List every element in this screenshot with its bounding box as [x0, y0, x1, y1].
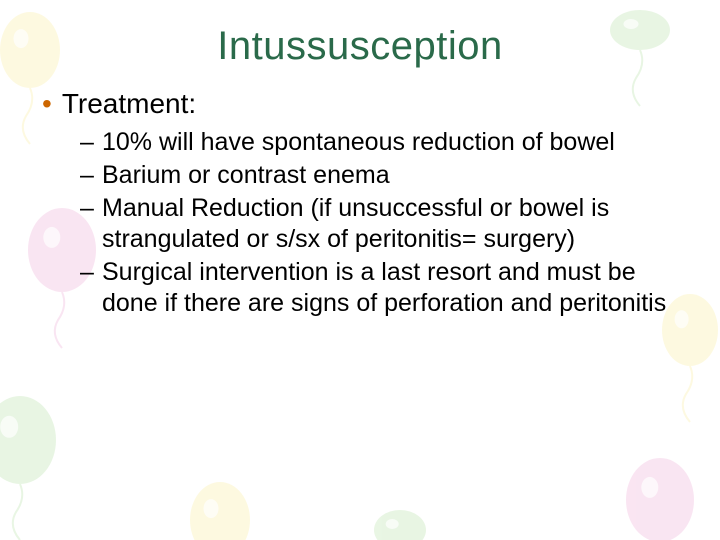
sub-bullet-marker: – [80, 127, 94, 158]
sub-bullet-item: –10% will have spontaneous reduction of … [80, 127, 684, 158]
sub-bullet-text: 10% will have spontaneous reduction of b… [102, 127, 615, 158]
bullet-text: Treatment: [62, 87, 196, 121]
sub-bullet-marker: – [80, 257, 94, 288]
sub-bullet-marker: – [80, 193, 94, 224]
slide-title: Intussusception [36, 24, 684, 69]
bullet-marker: • [42, 87, 52, 121]
sub-bullet-text: Surgical intervention is a last resort a… [102, 257, 684, 319]
sub-bullet-list: –10% will have spontaneous reduction of … [80, 127, 684, 319]
sub-bullet-item: –Barium or contrast enema [80, 160, 684, 191]
sub-bullet-item: –Surgical intervention is a last resort … [80, 257, 684, 319]
bullet-level1: • Treatment: [42, 87, 684, 121]
slide-content: Intussusception • Treatment: –10% will h… [0, 0, 720, 319]
sub-bullet-marker: – [80, 160, 94, 191]
sub-bullet-text: Barium or contrast enema [102, 160, 390, 191]
sub-bullet-text: Manual Reduction (if unsuccessful or bow… [102, 193, 684, 255]
slide: Intussusception • Treatment: –10% will h… [0, 0, 720, 540]
sub-bullet-item: –Manual Reduction (if unsuccessful or bo… [80, 193, 684, 255]
